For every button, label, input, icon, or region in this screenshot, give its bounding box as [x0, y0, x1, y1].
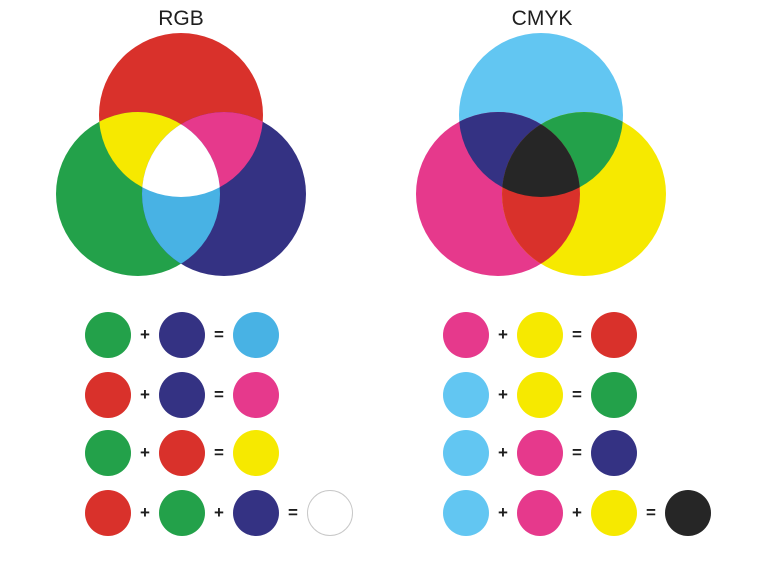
rgb-equation-row: + = [85, 312, 279, 358]
cmyk-yellow-input-swatch [591, 490, 637, 536]
plus-sign: + [140, 503, 150, 522]
rgb-venn [56, 33, 306, 276]
rgb-equation-row: + + = [85, 490, 353, 536]
equals-sign: = [214, 385, 224, 404]
plus-sign: + [140, 443, 150, 462]
cmyk-cyan-input-swatch [443, 490, 489, 536]
plus-sign: + [498, 503, 508, 522]
cmyk-black-result-swatch [665, 490, 711, 536]
cmyk-title: CMYK [511, 7, 573, 30]
cmyk-blue-result-swatch [591, 430, 637, 476]
equals-sign: = [572, 443, 582, 462]
cmyk-equation-row: + = [443, 372, 637, 418]
rgb-yellow-result-swatch [233, 430, 279, 476]
rgb-white-result-swatch [307, 490, 353, 536]
rgb-blue-input-swatch [159, 312, 205, 358]
rgb-title: RGB [158, 7, 204, 30]
venn-diagrams [56, 33, 666, 276]
cmyk-equation-row: + = [443, 430, 637, 476]
cmyk-cyan-input-swatch [443, 430, 489, 476]
rgb-magenta-result-swatch [233, 372, 279, 418]
equals-sign: = [572, 385, 582, 404]
equals-sign: = [214, 325, 224, 344]
rgb-green-input-swatch [85, 312, 131, 358]
rgb-blue-input-swatch [159, 372, 205, 418]
rgb-green-input-swatch [85, 430, 131, 476]
plus-sign: + [140, 385, 150, 404]
cmyk-yellow-input-swatch [517, 312, 563, 358]
rgb-white-center [142, 112, 220, 197]
equals-sign: = [646, 503, 656, 522]
equals-sign: = [572, 325, 582, 344]
plus-sign: + [498, 325, 508, 344]
equals-sign: = [288, 503, 298, 522]
rgb-red-input-swatch [159, 430, 205, 476]
plus-sign: + [498, 385, 508, 404]
cmyk-green-result-swatch [591, 372, 637, 418]
cmyk-venn [416, 33, 666, 276]
plus-sign: + [572, 503, 582, 522]
cmyk-magenta-input-swatch [517, 430, 563, 476]
plus-sign: + [140, 325, 150, 344]
rgb-green-input-swatch [159, 490, 205, 536]
cmyk-equation-row: + + = [443, 490, 711, 536]
rgb-red-input-swatch [85, 372, 131, 418]
cmyk-cyan-input-swatch [443, 372, 489, 418]
rgb-equation-row: + = [85, 372, 279, 418]
cmyk-red-result-swatch [591, 312, 637, 358]
cmyk-yellow-input-swatch [517, 372, 563, 418]
rgb-red-input-swatch [85, 490, 131, 536]
rgb-equation-row: + = [85, 430, 279, 476]
plus-sign: + [498, 443, 508, 462]
cmyk-equation-row: + = [443, 312, 637, 358]
plus-sign: + [214, 503, 224, 522]
equals-sign: = [214, 443, 224, 462]
cmyk-magenta-input-swatch [517, 490, 563, 536]
cmyk-black-center [502, 112, 580, 197]
rgb-blue-input-swatch [233, 490, 279, 536]
cmyk-magenta-input-swatch [443, 312, 489, 358]
rgb-cyan-result-swatch [233, 312, 279, 358]
